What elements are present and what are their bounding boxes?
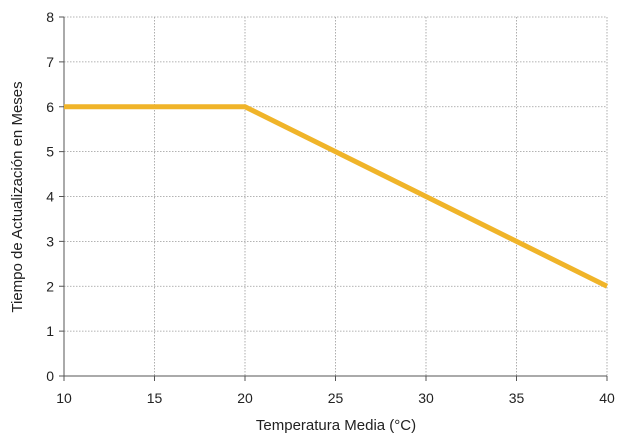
x-tick-label: 25	[328, 390, 344, 406]
y-tick-label: 3	[46, 233, 54, 249]
x-tick-label: 10	[56, 390, 72, 406]
y-tick-label: 5	[46, 144, 54, 160]
series-line	[64, 104, 609, 289]
series	[64, 104, 609, 289]
grid	[64, 16, 608, 376]
y-tick-label: 8	[46, 9, 54, 25]
y-tick-label: 4	[46, 189, 54, 205]
x-tick-label: 35	[509, 390, 525, 406]
axes	[59, 16, 608, 381]
y-tick-label: 0	[46, 368, 54, 384]
y-tick-label: 1	[46, 323, 54, 339]
x-tick-label: 40	[599, 390, 615, 406]
x-tick-label: 20	[237, 390, 253, 406]
tick-labels: 0 1 2 3 4 5 6 7 8 10 15 20 25 30 35 40	[46, 9, 615, 406]
y-tick-label: 7	[46, 54, 54, 70]
y-tick-label: 2	[46, 278, 54, 294]
y-axis-title: Tiempo de Actualización en Meses	[9, 81, 26, 312]
x-tick-label: 15	[147, 390, 163, 406]
x-tick-label: 30	[418, 390, 434, 406]
x-axis-title: Temperatura Media (°C)	[256, 417, 416, 434]
y-tick-label: 6	[46, 99, 54, 115]
